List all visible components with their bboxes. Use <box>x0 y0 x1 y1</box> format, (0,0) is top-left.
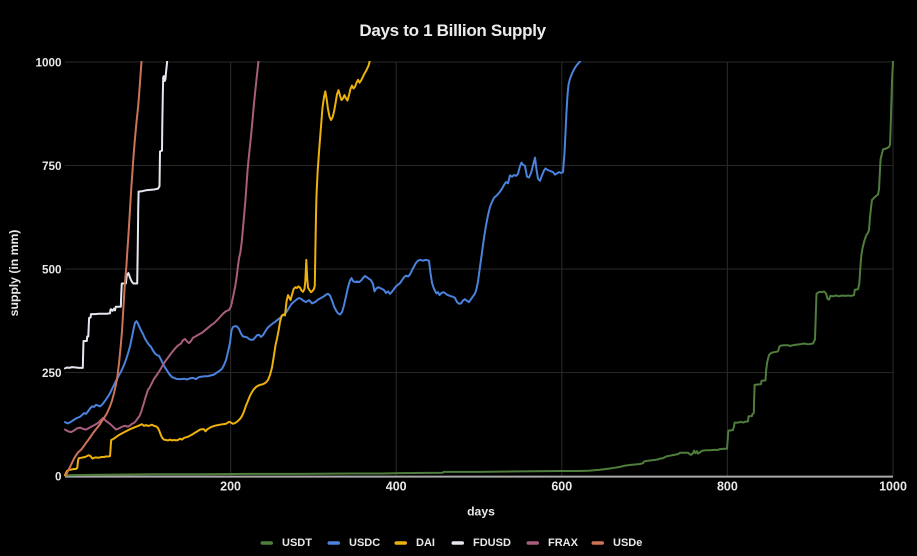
svg-text:1000: 1000 <box>879 480 907 494</box>
svg-text:500: 500 <box>42 264 62 277</box>
svg-text:800: 800 <box>717 480 738 494</box>
svg-text:USDe: USDe <box>613 537 642 549</box>
svg-text:400: 400 <box>386 480 407 494</box>
svg-text:0: 0 <box>55 471 62 484</box>
svg-text:DAI: DAI <box>416 537 435 549</box>
svg-text:200: 200 <box>220 480 241 494</box>
svg-text:250: 250 <box>42 367 62 380</box>
svg-text:750: 750 <box>42 160 62 173</box>
svg-text:Days to 1 Billion Supply: Days to 1 Billion Supply <box>359 21 546 40</box>
svg-text:USDC: USDC <box>349 537 380 549</box>
svg-text:FRAX: FRAX <box>548 537 579 549</box>
svg-text:supply (in mm): supply (in mm) <box>7 230 21 317</box>
svg-text:days: days <box>467 505 495 519</box>
svg-text:600: 600 <box>551 480 572 494</box>
svg-text:FDUSD: FDUSD <box>473 537 511 549</box>
svg-text:1000: 1000 <box>35 57 62 70</box>
svg-text:USDT: USDT <box>282 537 312 549</box>
